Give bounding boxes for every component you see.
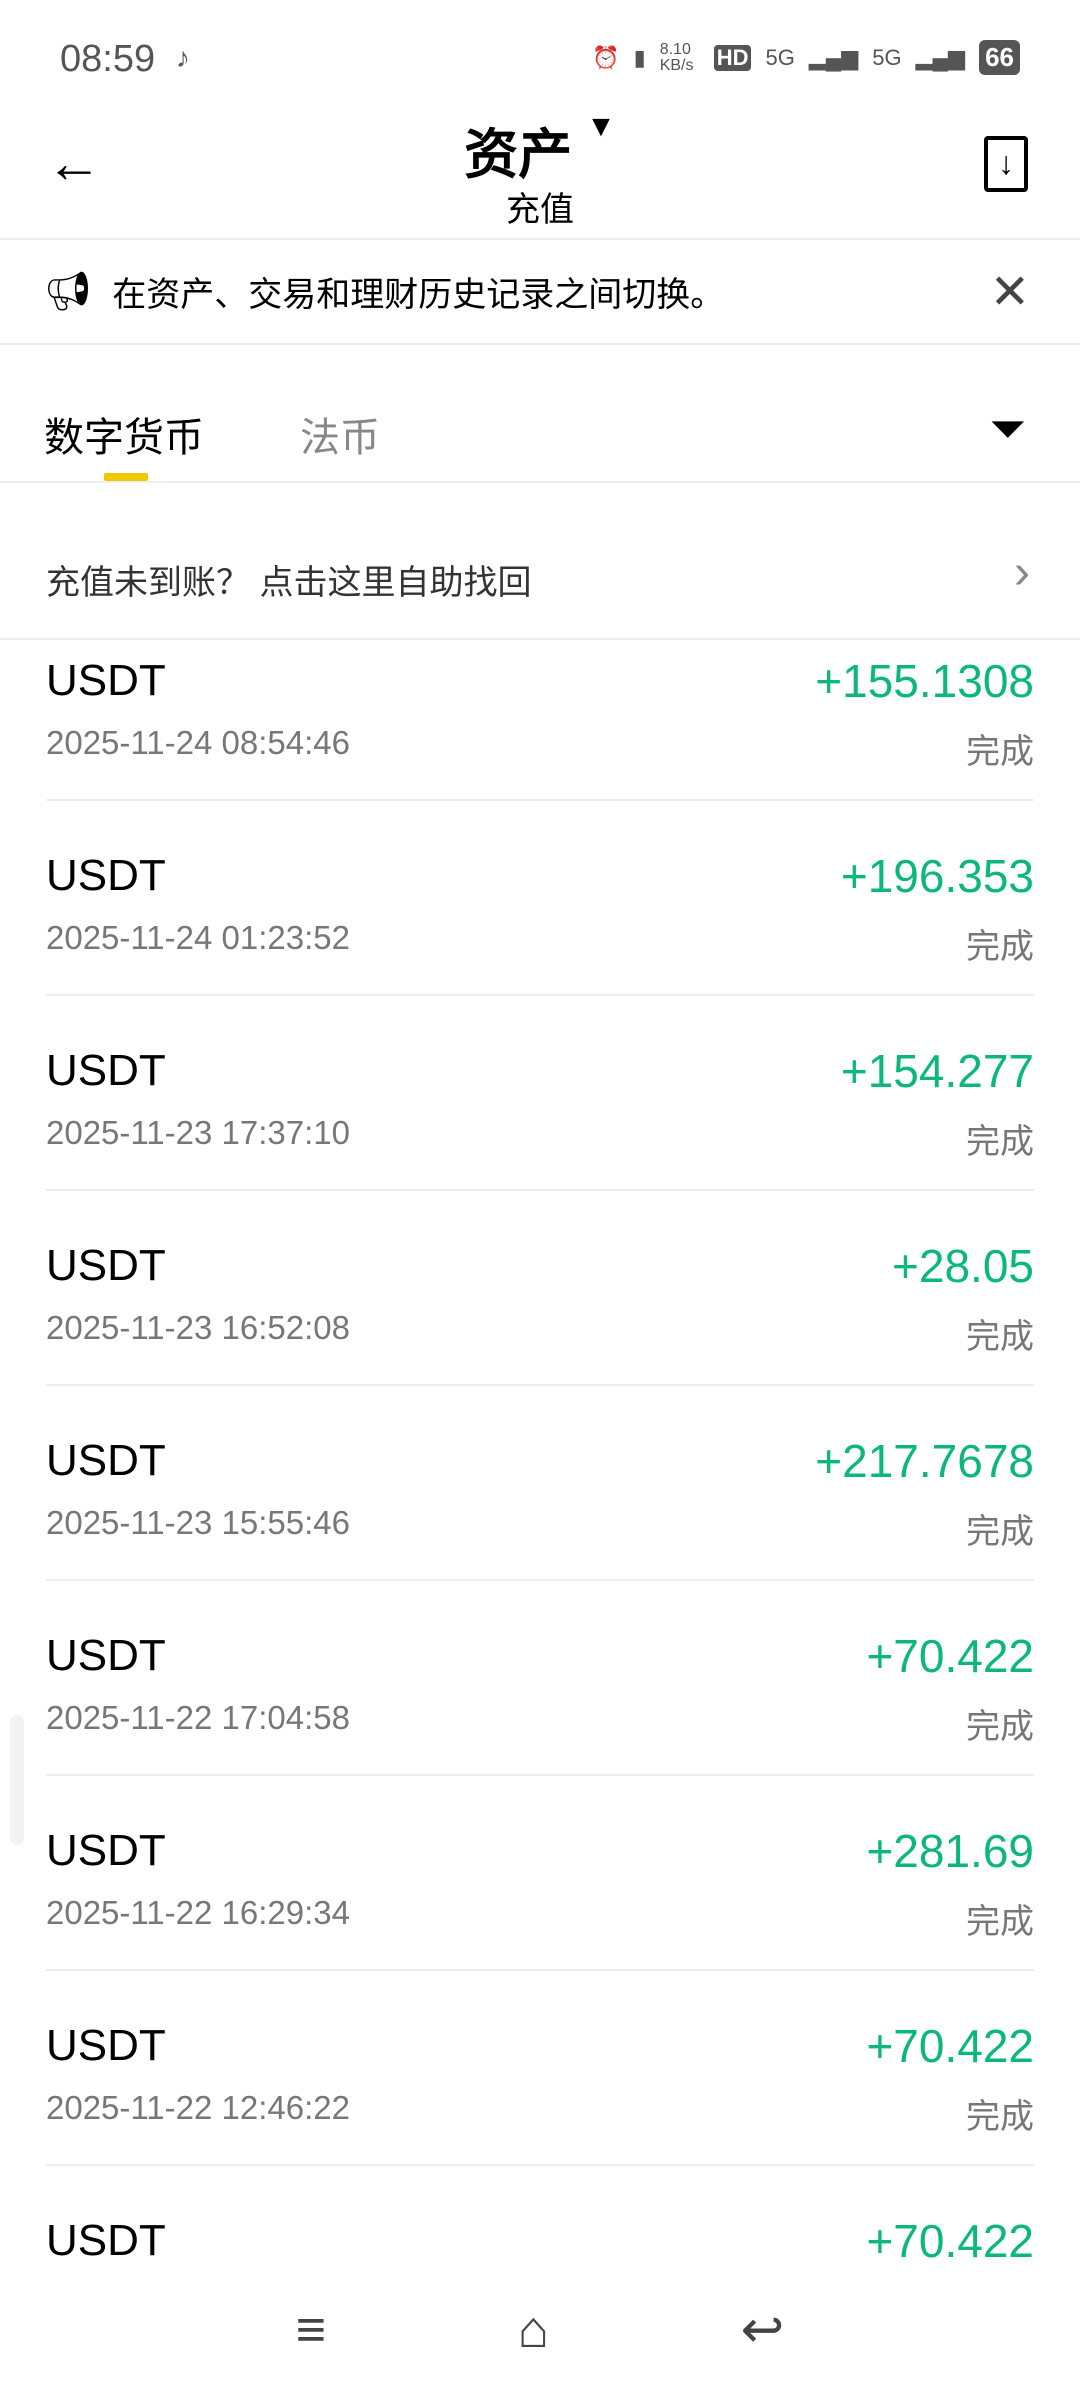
record-date: 2025-11-24 01:23:52 bbox=[46, 919, 350, 956]
record-amount: +196.353 bbox=[840, 850, 1034, 902]
coin-name: USDT bbox=[46, 1436, 166, 1485]
tab-crypto[interactable]: 数字货币 bbox=[44, 416, 204, 460]
chevron-right-icon: › bbox=[1014, 546, 1030, 599]
system-nav-bar: ≡ ⌂ ↩ bbox=[0, 2260, 1080, 2400]
filter-icon[interactable]: ⏷ bbox=[989, 402, 1026, 454]
back-icon[interactable]: ↩ bbox=[740, 2301, 785, 2359]
scrollbar[interactable] bbox=[10, 1715, 24, 1845]
list-item[interactable]: USDT 2025-11-22 16:29:34 +281.69 完成 bbox=[46, 1776, 1034, 1971]
info-banner: 📢︎ 在资产、交易和理财历史记录之间切换。 ✕ bbox=[0, 240, 1080, 345]
home-icon[interactable]: ⌂ bbox=[517, 2301, 550, 2359]
signal-sim2: 5G bbox=[872, 44, 902, 70]
page-subtitle: 充值 bbox=[506, 191, 574, 229]
battery-icon: 66 bbox=[979, 40, 1020, 75]
deposit-list[interactable]: USDT 2025-11-24 08:54:46 +155.1308 完成 USDT 20… bbox=[0, 640, 1080, 2260]
coin-name: USDT bbox=[46, 656, 166, 705]
record-status: 完成 bbox=[966, 1708, 1034, 1746]
record-date: 2025-11-23 16:52:08 bbox=[46, 1309, 350, 1346]
net-speed: 8.10 KB/s bbox=[659, 40, 694, 74]
help-text: 充值未到账？ 点击这里自助找回 bbox=[46, 564, 532, 602]
list-item[interactable]: USDT +70.422 bbox=[46, 2166, 1034, 2260]
menu-icon[interactable]: ≡ bbox=[295, 2301, 327, 2359]
record-status: 完成 bbox=[966, 1123, 1034, 1161]
record-status: 完成 bbox=[966, 1513, 1034, 1551]
list-item[interactable]: USDT 2025-11-22 17:04:58 +70.422 完成 bbox=[46, 1581, 1034, 1776]
record-amount: +70.422 bbox=[866, 2215, 1034, 2260]
tab-indicator bbox=[104, 473, 148, 481]
vibrate-icon: ▮ bbox=[633, 44, 646, 70]
record-date: 2025-11-22 12:46:22 bbox=[46, 2089, 350, 2126]
coin-name: USDT bbox=[46, 1826, 166, 1875]
list-item[interactable]: USDT 2025-11-23 17:37:10 +154.277 完成 bbox=[46, 996, 1034, 1191]
coin-name: USDT bbox=[46, 2216, 166, 2260]
record-status: 完成 bbox=[966, 1318, 1034, 1356]
signal-bars-icon: ▂▄▆ bbox=[915, 44, 966, 70]
record-amount: +281.69 bbox=[866, 1825, 1034, 1877]
coin-name: USDT bbox=[46, 1046, 166, 1095]
record-amount: +217.7678 bbox=[815, 1435, 1034, 1487]
caret-down-icon: ▼ bbox=[586, 110, 616, 143]
record-amount: +155.1308 bbox=[815, 655, 1034, 707]
status-time: 08:59 bbox=[60, 38, 156, 80]
list-item[interactable]: USDT 2025-11-23 16:52:08 +28.05 完成 bbox=[46, 1191, 1034, 1386]
tab-bar: 数字货币 法币 ⏷ bbox=[0, 345, 1080, 483]
record-amount: +70.422 bbox=[866, 2020, 1034, 2072]
record-status: 完成 bbox=[966, 733, 1034, 771]
record-status: 完成 bbox=[966, 1903, 1034, 1941]
list-item[interactable]: USDT 2025-11-24 08:54:46 +155.1308 完成 bbox=[46, 640, 1034, 801]
page-title-dropdown[interactable]: 资产 ▼ bbox=[0, 110, 1080, 189]
record-amount: +70.422 bbox=[866, 1630, 1034, 1682]
signal-sim1: 5G bbox=[765, 44, 795, 70]
header: ← 资产 ▼ 充值 ↓ bbox=[0, 110, 1080, 240]
notification-icon: ♪ bbox=[176, 42, 190, 73]
deposit-recovery-link[interactable]: 充值未到账？ 点击这里自助找回 › bbox=[0, 483, 1080, 640]
record-date: 2025-11-23 15:55:46 bbox=[46, 1504, 350, 1541]
close-icon[interactable]: ✕ bbox=[989, 265, 1030, 319]
download-icon[interactable]: ↓ bbox=[984, 136, 1028, 192]
record-date: 2025-11-23 17:37:10 bbox=[46, 1114, 350, 1151]
record-date: 2025-11-24 08:54:46 bbox=[46, 724, 350, 761]
page-title: 资产 bbox=[464, 125, 573, 185]
coin-name: USDT bbox=[46, 2021, 166, 2070]
coin-name: USDT bbox=[46, 1241, 166, 1290]
back-arrow-icon[interactable]: ← bbox=[46, 131, 102, 194]
record-date: 2025-11-22 16:29:34 bbox=[46, 1894, 350, 1931]
record-amount: +28.05 bbox=[892, 1240, 1034, 1292]
hd-icon: HD bbox=[713, 44, 752, 71]
record-status: 完成 bbox=[966, 2098, 1034, 2136]
megaphone-icon: 📢︎ bbox=[44, 270, 93, 313]
status-bar: 08:59 ♪ ⏰ ▮ 8.10 KB/s HD 5G ▂▄▆ 5G ▂▄▆ 66 bbox=[0, 0, 1080, 110]
list-item[interactable]: USDT 2025-11-22 12:46:22 +70.422 完成 bbox=[46, 1971, 1034, 2166]
alarm-icon: ⏰ bbox=[592, 44, 620, 70]
list-item[interactable]: USDT 2025-11-24 01:23:52 +196.353 完成 bbox=[46, 801, 1034, 996]
coin-name: USDT bbox=[46, 851, 166, 900]
record-amount: +154.277 bbox=[840, 1045, 1034, 1097]
coin-name: USDT bbox=[46, 1631, 166, 1680]
banner-text: 在资产、交易和理财历史记录之间切换。 bbox=[112, 276, 725, 314]
record-status: 完成 bbox=[966, 928, 1034, 966]
record-date: 2025-11-22 17:04:58 bbox=[46, 1699, 350, 1736]
tab-fiat[interactable]: 法币 bbox=[300, 416, 380, 460]
signal-bars-icon: ▂▄▆ bbox=[808, 44, 859, 70]
list-item[interactable]: USDT 2025-11-23 15:55:46 +217.7678 完成 bbox=[46, 1386, 1034, 1581]
